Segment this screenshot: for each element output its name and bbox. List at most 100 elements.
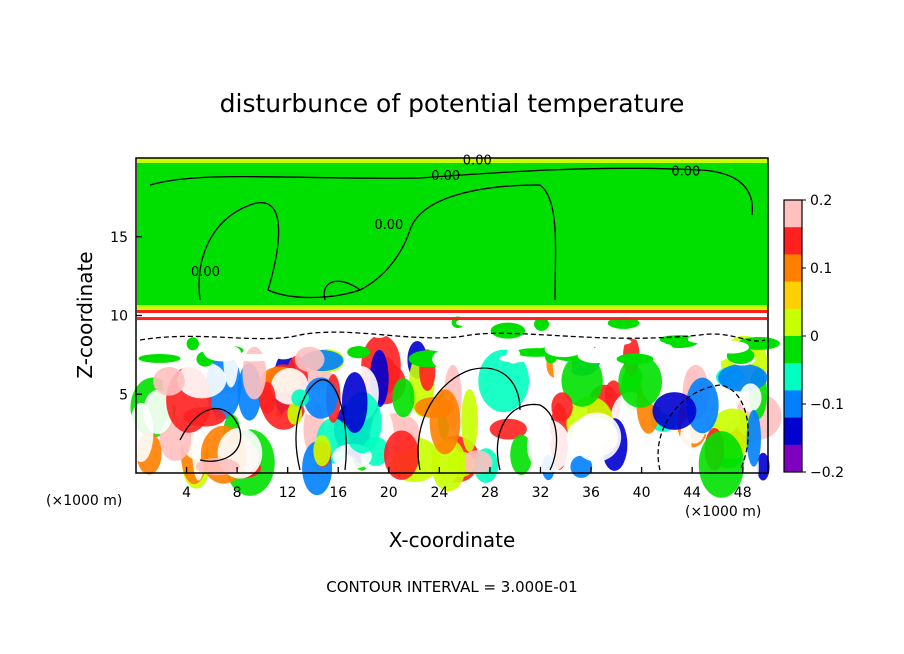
field-blob bbox=[291, 389, 310, 407]
field-top-edge bbox=[137, 317, 767, 321]
field-blob bbox=[138, 353, 181, 363]
field-blob bbox=[303, 377, 338, 419]
contour-labels: 0.000.00 0.000.000.00 bbox=[191, 153, 700, 280]
field-blob bbox=[461, 389, 478, 452]
field-blob bbox=[195, 457, 240, 476]
y-axis-label: Z-coordinate bbox=[73, 251, 97, 378]
contour-label: 0.00 bbox=[671, 164, 700, 179]
field-blob bbox=[616, 353, 654, 365]
field-blob bbox=[294, 346, 325, 372]
field-blob bbox=[454, 333, 496, 345]
field-blob bbox=[461, 450, 493, 475]
contour-label: 0.00 bbox=[191, 265, 220, 280]
x-unit-label-right: (×1000 m) bbox=[685, 504, 761, 520]
y-tick-label: 15 bbox=[110, 230, 128, 246]
colorbar-tick-label: 0.1 bbox=[810, 261, 832, 277]
field-blob bbox=[577, 347, 615, 364]
y-tick-label: 10 bbox=[110, 309, 128, 325]
field-blob bbox=[714, 340, 750, 354]
colorbar-swatch bbox=[784, 308, 802, 337]
field-blob bbox=[510, 434, 533, 476]
field-blob bbox=[429, 389, 461, 455]
field-blob bbox=[490, 322, 526, 339]
field-blob bbox=[186, 337, 199, 351]
contour-line bbox=[323, 280, 361, 301]
field-blob bbox=[285, 326, 305, 344]
colorbar-tick-label: −0.2 bbox=[810, 465, 844, 481]
x-tick-label: 20 bbox=[380, 485, 398, 501]
field-blob bbox=[233, 353, 275, 362]
field-blob bbox=[739, 383, 762, 412]
contour-line bbox=[657, 384, 749, 471]
field-blob bbox=[457, 342, 474, 360]
field-blob bbox=[526, 419, 571, 473]
field-blob bbox=[652, 392, 697, 430]
field-blob bbox=[566, 416, 619, 458]
x-tick-label: 36 bbox=[582, 485, 600, 501]
field-blob bbox=[551, 392, 573, 422]
field-blob bbox=[718, 363, 768, 392]
colorbar: 0.2 0.1 0 −0.1 −0.2 bbox=[783, 193, 844, 481]
colorbar-tick-label: −0.1 bbox=[810, 397, 844, 413]
x-tick-label: 12 bbox=[279, 485, 297, 501]
contour-line bbox=[295, 379, 347, 471]
colorbar-swatch bbox=[784, 444, 802, 473]
colorbar-swatch bbox=[784, 363, 802, 391]
colorbar-swatch bbox=[784, 336, 802, 364]
field-blob bbox=[534, 317, 549, 331]
contour-label: 0.00 bbox=[431, 169, 460, 184]
colorbar-tick-label: 0 bbox=[810, 329, 819, 345]
field-blob bbox=[649, 332, 667, 350]
field-blob bbox=[368, 321, 390, 339]
contour-label: 0.00 bbox=[374, 218, 403, 233]
field-blob bbox=[698, 431, 745, 498]
field-blob bbox=[177, 361, 227, 399]
field-blob bbox=[287, 402, 303, 425]
field-blob bbox=[544, 341, 583, 358]
colorbar-swatch bbox=[784, 200, 802, 228]
field-blob bbox=[128, 402, 154, 463]
field-blob bbox=[679, 419, 692, 480]
colorbar-swatch bbox=[784, 254, 802, 283]
contour-line bbox=[149, 167, 754, 216]
colorbar-swatch bbox=[784, 417, 802, 446]
colorbar-swatch bbox=[784, 281, 802, 310]
field-blob bbox=[347, 346, 370, 359]
x-tick-label: 24 bbox=[430, 485, 448, 501]
field-blob bbox=[746, 409, 761, 467]
field-blob bbox=[215, 328, 239, 335]
contour-line bbox=[496, 403, 558, 471]
field-blob bbox=[686, 377, 719, 434]
x-tick-label: 40 bbox=[633, 485, 651, 501]
contour-line bbox=[179, 407, 242, 462]
colorbar-swatch bbox=[784, 227, 802, 255]
contour-line bbox=[417, 367, 521, 471]
y-tick-label: 5 bbox=[119, 387, 128, 403]
field-blob bbox=[392, 378, 415, 418]
x-tick-label: 8 bbox=[233, 485, 242, 501]
x-tick-label: 28 bbox=[481, 485, 499, 501]
x-axis-label: X-coordinate bbox=[389, 528, 516, 552]
plot-area: 0.000.00 0.000.000.00 bbox=[126, 153, 782, 498]
x-tick-label: 44 bbox=[683, 485, 701, 501]
field-blob bbox=[153, 367, 185, 396]
upper-layer-field bbox=[137, 161, 767, 310]
tropopause-band bbox=[137, 305, 767, 311]
field-blob bbox=[660, 344, 674, 355]
contour-interval-note: CONTOUR INTERVAL = 3.000E-01 bbox=[326, 578, 577, 596]
field-blob bbox=[129, 335, 154, 348]
colorbar-tick-label: 0.2 bbox=[810, 193, 832, 209]
field-blob bbox=[203, 344, 242, 362]
top-edge-band bbox=[137, 158, 767, 163]
field-blob bbox=[270, 342, 297, 360]
lower-turbulent-field bbox=[126, 316, 782, 498]
chart-title: disturbunce of potential temperature bbox=[220, 89, 685, 118]
field-blob bbox=[561, 354, 603, 407]
colorbar-swatch bbox=[784, 390, 802, 419]
x-tick-label: 16 bbox=[329, 485, 347, 501]
field-blob bbox=[593, 327, 613, 336]
field-blob bbox=[313, 434, 331, 467]
y-axis-ticks: 5 10 15 bbox=[110, 230, 142, 403]
field-blob bbox=[569, 320, 597, 329]
contour-line bbox=[139, 331, 766, 342]
